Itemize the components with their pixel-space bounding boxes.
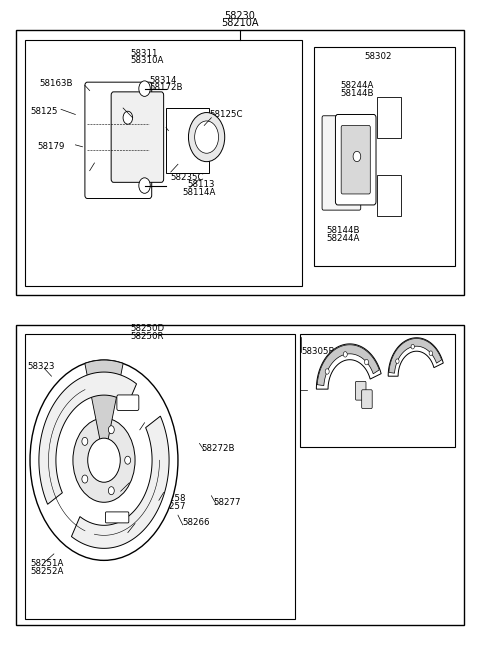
Text: 58268: 58268 [123,527,151,536]
Text: 58125C: 58125C [209,110,242,119]
FancyBboxPatch shape [356,382,366,400]
Text: 58277: 58277 [214,498,241,507]
Text: 58144B: 58144B [340,89,374,97]
Text: 58235C: 58235C [171,165,204,174]
Text: 58230: 58230 [225,10,255,21]
Text: 58310A: 58310A [130,56,164,66]
Text: 58244A: 58244A [326,234,359,243]
Circle shape [108,426,114,434]
Text: 58252A: 58252A [30,567,63,576]
Polygon shape [39,372,136,504]
Text: 58305B: 58305B [301,347,335,356]
Text: 58125F: 58125F [123,95,156,104]
Circle shape [429,351,432,356]
Text: 58312A: 58312A [116,485,149,494]
Text: 58323: 58323 [28,362,55,371]
FancyBboxPatch shape [106,512,129,523]
FancyBboxPatch shape [377,97,401,138]
Text: 58144B: 58144B [326,227,360,236]
Text: 58210A: 58210A [221,18,259,29]
FancyBboxPatch shape [117,395,139,410]
Text: 58251A: 58251A [30,559,63,568]
FancyBboxPatch shape [322,116,361,210]
Text: 58235C: 58235C [171,173,204,182]
Text: 58272B: 58272B [202,444,235,453]
Text: 58314: 58314 [149,76,177,85]
Polygon shape [316,344,381,389]
Text: 58250R: 58250R [130,332,164,341]
Circle shape [195,121,218,153]
Circle shape [82,475,88,483]
Text: 58257: 58257 [159,502,186,511]
Text: 58221: 58221 [85,165,112,174]
Circle shape [30,360,178,560]
Text: 25649: 25649 [135,423,162,432]
Text: 58113: 58113 [188,180,215,190]
FancyBboxPatch shape [336,114,376,205]
Circle shape [343,352,347,357]
FancyBboxPatch shape [166,108,209,173]
Circle shape [125,456,131,464]
Wedge shape [85,360,123,460]
Text: 58250D: 58250D [130,324,164,333]
FancyBboxPatch shape [85,82,152,199]
Text: 58125: 58125 [30,106,58,116]
Circle shape [396,359,399,363]
Text: 58172B: 58172B [149,84,183,93]
Text: 58164B: 58164B [85,173,119,182]
Circle shape [364,360,369,365]
Text: 58311: 58311 [130,49,158,58]
Circle shape [88,438,120,482]
Polygon shape [72,416,169,548]
FancyBboxPatch shape [362,390,372,408]
Polygon shape [317,345,379,386]
Text: 58222: 58222 [166,118,193,127]
Circle shape [189,112,225,162]
Circle shape [82,437,88,445]
Circle shape [325,369,329,374]
Text: 58302: 58302 [364,52,392,61]
Text: 58244A: 58244A [340,81,373,90]
Polygon shape [389,339,442,373]
FancyBboxPatch shape [341,125,370,194]
Text: 58164B: 58164B [171,126,204,135]
FancyBboxPatch shape [111,92,164,182]
Circle shape [353,151,361,162]
Text: 58114A: 58114A [183,188,216,197]
Text: 58266: 58266 [183,519,210,528]
Circle shape [411,345,414,349]
FancyBboxPatch shape [377,175,401,216]
Text: 58258: 58258 [159,495,186,504]
Circle shape [139,81,150,97]
Text: 58163B: 58163B [39,79,73,88]
Circle shape [123,111,132,124]
Circle shape [108,487,114,495]
Circle shape [73,418,135,502]
Circle shape [139,178,150,193]
Text: 58179: 58179 [37,142,64,151]
Polygon shape [388,337,443,376]
